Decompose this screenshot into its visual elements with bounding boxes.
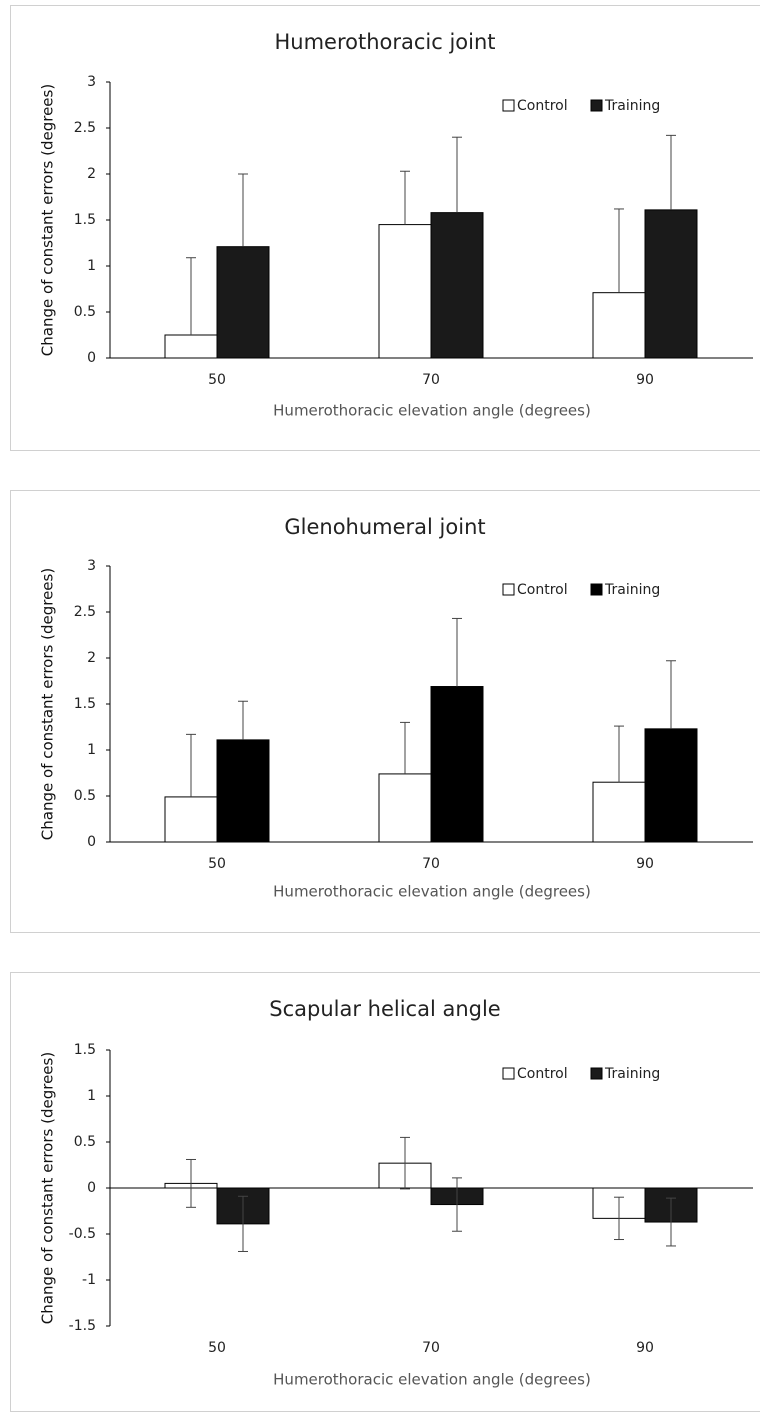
y-tick-label: 0 bbox=[87, 350, 96, 366]
y-tick-label: 1.5 bbox=[74, 212, 96, 228]
bar bbox=[378, 224, 432, 359]
x-tick-label: 70 bbox=[422, 856, 440, 872]
chart-title: Humerothoracic joint bbox=[274, 30, 495, 54]
bar bbox=[430, 212, 484, 359]
legend-swatch bbox=[502, 99, 515, 112]
x-tick-label: 50 bbox=[208, 856, 226, 872]
legend-swatch bbox=[590, 583, 603, 596]
y-axis-title: Change of constant errors (degrees) bbox=[39, 84, 57, 356]
x-tick-label: 50 bbox=[208, 1340, 226, 1356]
bar bbox=[216, 739, 270, 843]
bar bbox=[592, 781, 646, 843]
legend-swatch bbox=[502, 1067, 515, 1080]
y-tick-label: 3 bbox=[87, 74, 96, 90]
panel-border bbox=[10, 5, 760, 451]
bar bbox=[164, 334, 218, 359]
x-tick-label: 90 bbox=[636, 1340, 654, 1356]
bar bbox=[216, 246, 270, 359]
panel-border bbox=[10, 490, 760, 933]
y-axis-title: Change of constant errors (degrees) bbox=[39, 1052, 57, 1324]
y-tick-label: -1 bbox=[82, 1272, 96, 1288]
legend-swatch bbox=[502, 583, 515, 596]
y-tick-label: 1 bbox=[87, 258, 96, 274]
bar bbox=[164, 796, 218, 843]
x-axis-title: Humerothoracic elevation angle (degrees) bbox=[273, 1371, 591, 1389]
bar bbox=[430, 686, 484, 843]
chart-panel: Scapular helical angle Change of constant… bbox=[10, 972, 760, 1412]
y-axis-title: Change of constant errors (degrees) bbox=[39, 568, 57, 840]
y-tick-label: 3 bbox=[87, 558, 96, 574]
chart-panel: Humerothoracic joint Change of constant e… bbox=[10, 5, 760, 451]
y-tick-label: 0 bbox=[87, 834, 96, 850]
x-tick-label: 70 bbox=[422, 1340, 440, 1356]
x-tick-label: 70 bbox=[422, 372, 440, 388]
x-tick-label: 90 bbox=[636, 372, 654, 388]
y-tick-label: 0.5 bbox=[74, 304, 96, 320]
y-tick-label: 0.5 bbox=[74, 1134, 96, 1150]
chart-title: Scapular helical angle bbox=[269, 997, 500, 1021]
legend-label: Control bbox=[517, 98, 568, 114]
y-tick-label: -1.5 bbox=[69, 1318, 96, 1334]
y-tick-label: 1 bbox=[87, 742, 96, 758]
x-tick-label: 90 bbox=[636, 856, 654, 872]
legend-swatch bbox=[590, 1067, 603, 1080]
y-tick-label: 1 bbox=[87, 1088, 96, 1104]
x-axis-title: Humerothoracic elevation angle (degrees) bbox=[273, 883, 591, 901]
y-tick-label: 1.5 bbox=[74, 1042, 96, 1058]
x-tick-label: 50 bbox=[208, 372, 226, 388]
bar bbox=[644, 728, 698, 843]
y-tick-label: 0.5 bbox=[74, 788, 96, 804]
legend-swatch bbox=[590, 99, 603, 112]
legend-label: Training bbox=[604, 98, 660, 114]
chart-panel: Glenohumeral joint Change of constant err… bbox=[10, 490, 760, 933]
y-tick-label: 2.5 bbox=[74, 120, 96, 136]
legend-label: Control bbox=[517, 582, 568, 598]
y-tick-label: -0.5 bbox=[69, 1226, 96, 1242]
y-tick-label: 0 bbox=[87, 1180, 96, 1196]
legend-label: Training bbox=[604, 582, 660, 598]
y-tick-label: 2 bbox=[87, 650, 96, 666]
y-tick-label: 2 bbox=[87, 166, 96, 182]
bar bbox=[592, 292, 646, 359]
y-tick-label: 1.5 bbox=[74, 696, 96, 712]
legend-label: Training bbox=[604, 1066, 660, 1082]
bar bbox=[378, 773, 432, 843]
chart-title: Glenohumeral joint bbox=[284, 515, 485, 539]
y-tick-label: 2.5 bbox=[74, 604, 96, 620]
x-axis-title: Humerothoracic elevation angle (degrees) bbox=[273, 402, 591, 420]
bar bbox=[644, 209, 698, 359]
legend-label: Control bbox=[517, 1066, 568, 1082]
